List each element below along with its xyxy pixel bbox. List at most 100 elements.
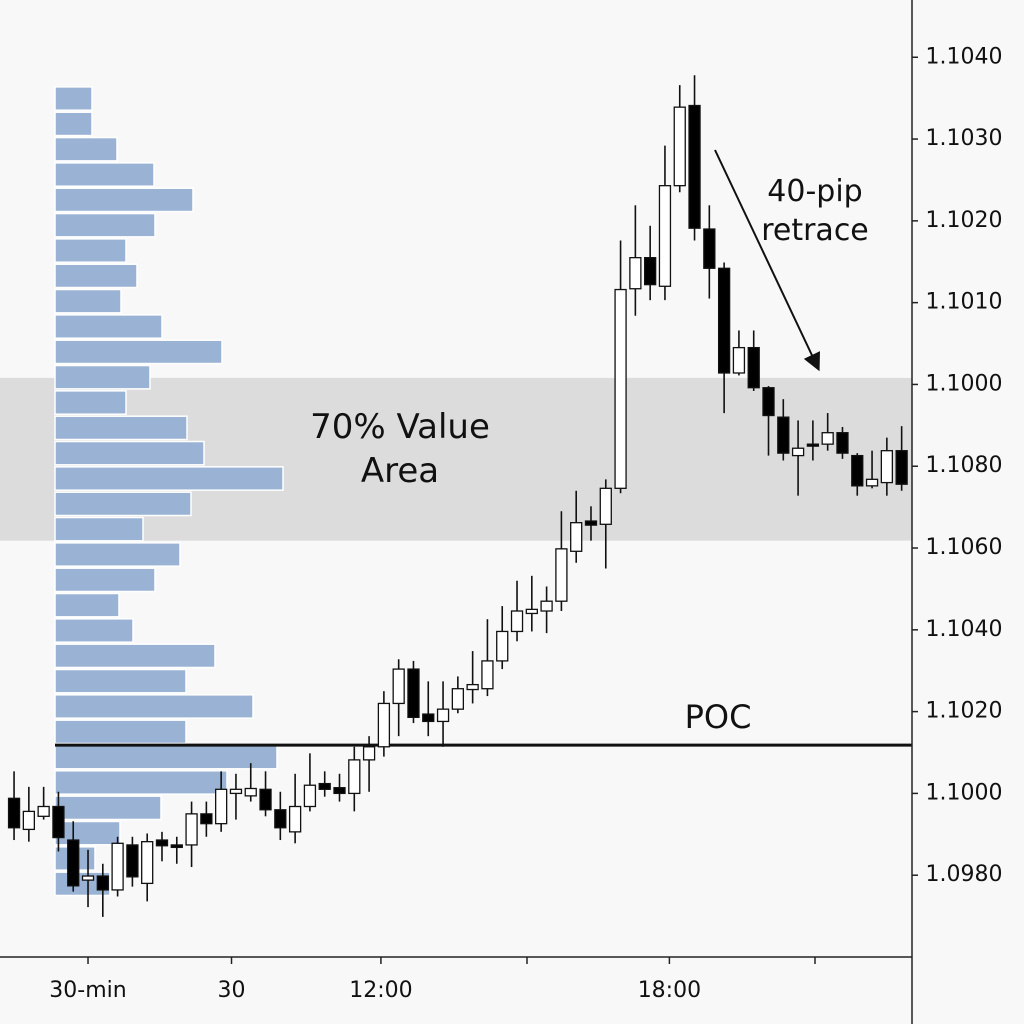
y-tick-label: 1.1010 <box>926 290 1003 315</box>
candle-body <box>555 548 568 602</box>
candle-body <box>880 450 894 484</box>
candle-body <box>200 813 213 825</box>
poc-label: POC <box>685 698 752 736</box>
candle-body <box>229 788 243 795</box>
y-tick-label: 1.1000 <box>926 780 1003 805</box>
candle-body <box>703 228 716 269</box>
volume-profile-bar <box>54 364 151 390</box>
volume-profile-bar <box>54 314 163 339</box>
candle-body <box>851 454 864 487</box>
candle-body <box>673 106 686 187</box>
volume-profile-bar <box>54 339 223 365</box>
x-tick-label: 30 <box>218 978 246 1003</box>
volume-profile-bar <box>54 694 254 719</box>
volume-profile-bar <box>54 820 121 846</box>
candle-body <box>96 875 109 891</box>
volume-profile-bar <box>54 592 120 618</box>
x-tick-label: 12:00 <box>349 978 412 1003</box>
candle-body <box>510 610 524 633</box>
candle-body <box>777 416 790 454</box>
candle-body <box>126 844 139 878</box>
candle-body <box>717 267 731 374</box>
candle-body <box>318 782 331 790</box>
candle-body <box>348 759 361 795</box>
candle-body <box>451 688 464 710</box>
candle-body <box>155 839 169 847</box>
volume-profile-bar <box>54 770 228 795</box>
candle-body <box>303 784 317 808</box>
volume-profile-bar <box>54 618 134 643</box>
candle-body <box>141 841 154 885</box>
candle-body <box>215 788 228 825</box>
volume-profile-bar <box>54 263 138 289</box>
candle-body <box>540 600 553 612</box>
candle-body <box>436 708 450 723</box>
volume-profile-bar <box>54 440 205 466</box>
candle-body <box>821 432 834 445</box>
volume-profile-bar <box>54 238 127 263</box>
candle-body <box>422 713 435 723</box>
volume-profile-bar <box>54 466 284 491</box>
volume-profile-bar <box>54 516 144 542</box>
volume-profile-bar <box>54 491 192 517</box>
candle-body <box>52 805 65 839</box>
candle-body <box>22 810 35 831</box>
candle-body <box>658 185 672 287</box>
candle-body <box>185 813 198 846</box>
y-tick-label: 1.1040 <box>926 44 1003 69</box>
candle-body <box>599 487 612 525</box>
volume-profile-bar <box>54 86 93 111</box>
y-tick-label: 1.1030 <box>926 126 1003 151</box>
x-tick-label: 18:00 <box>638 978 701 1003</box>
volume-profile-bar <box>54 542 181 567</box>
y-tick-label: 1.0980 <box>926 862 1003 887</box>
candle-body <box>806 443 820 447</box>
candle-body <box>481 660 494 690</box>
y-tick-label: 1.1060 <box>926 535 1003 560</box>
retrace-arrow <box>714 149 820 372</box>
candle-body <box>865 478 879 487</box>
candle-body <box>732 346 746 374</box>
candle-body <box>111 842 124 891</box>
retrace-label: 40-pip retrace <box>761 174 869 248</box>
value-area-label: 70% Value Area <box>310 407 490 492</box>
candle-body <box>288 805 302 833</box>
candle-body <box>37 805 50 817</box>
volume-profile-bar <box>54 719 187 745</box>
candle-body <box>836 432 849 454</box>
candle-body <box>762 387 775 417</box>
candle-body <box>67 839 80 887</box>
candle-body <box>7 797 21 829</box>
candle-body <box>466 683 479 691</box>
candle-body <box>274 809 287 829</box>
candle-body <box>362 746 376 761</box>
y-tick-label: 1.1000 <box>926 371 1003 396</box>
candle-body <box>895 450 908 485</box>
volume-profile-bar <box>54 136 118 162</box>
candle-body <box>392 668 405 705</box>
volume-profile-bar <box>54 415 188 441</box>
candle-body <box>259 788 272 811</box>
candle-body <box>791 447 805 457</box>
candle-body <box>584 520 598 526</box>
volume-profile-bar <box>54 288 122 314</box>
y-tick-label: 1.1040 <box>926 617 1003 642</box>
candle-body <box>747 346 760 389</box>
candle-body <box>81 875 95 881</box>
volume-profile-bar <box>54 567 156 593</box>
candle-body <box>377 702 391 748</box>
volume-profile-bar <box>54 744 278 770</box>
candle-body <box>644 257 657 286</box>
y-tick-label: 1.1020 <box>926 699 1003 724</box>
candle-body <box>244 787 257 797</box>
volume-profile-bar <box>54 162 155 187</box>
candle-body <box>614 288 627 489</box>
candle-body <box>688 104 701 229</box>
candle-body <box>525 608 538 615</box>
volume-profile-bar <box>54 187 194 213</box>
candle-body <box>629 257 642 290</box>
candle-body <box>496 630 509 662</box>
candle-body <box>333 787 346 795</box>
